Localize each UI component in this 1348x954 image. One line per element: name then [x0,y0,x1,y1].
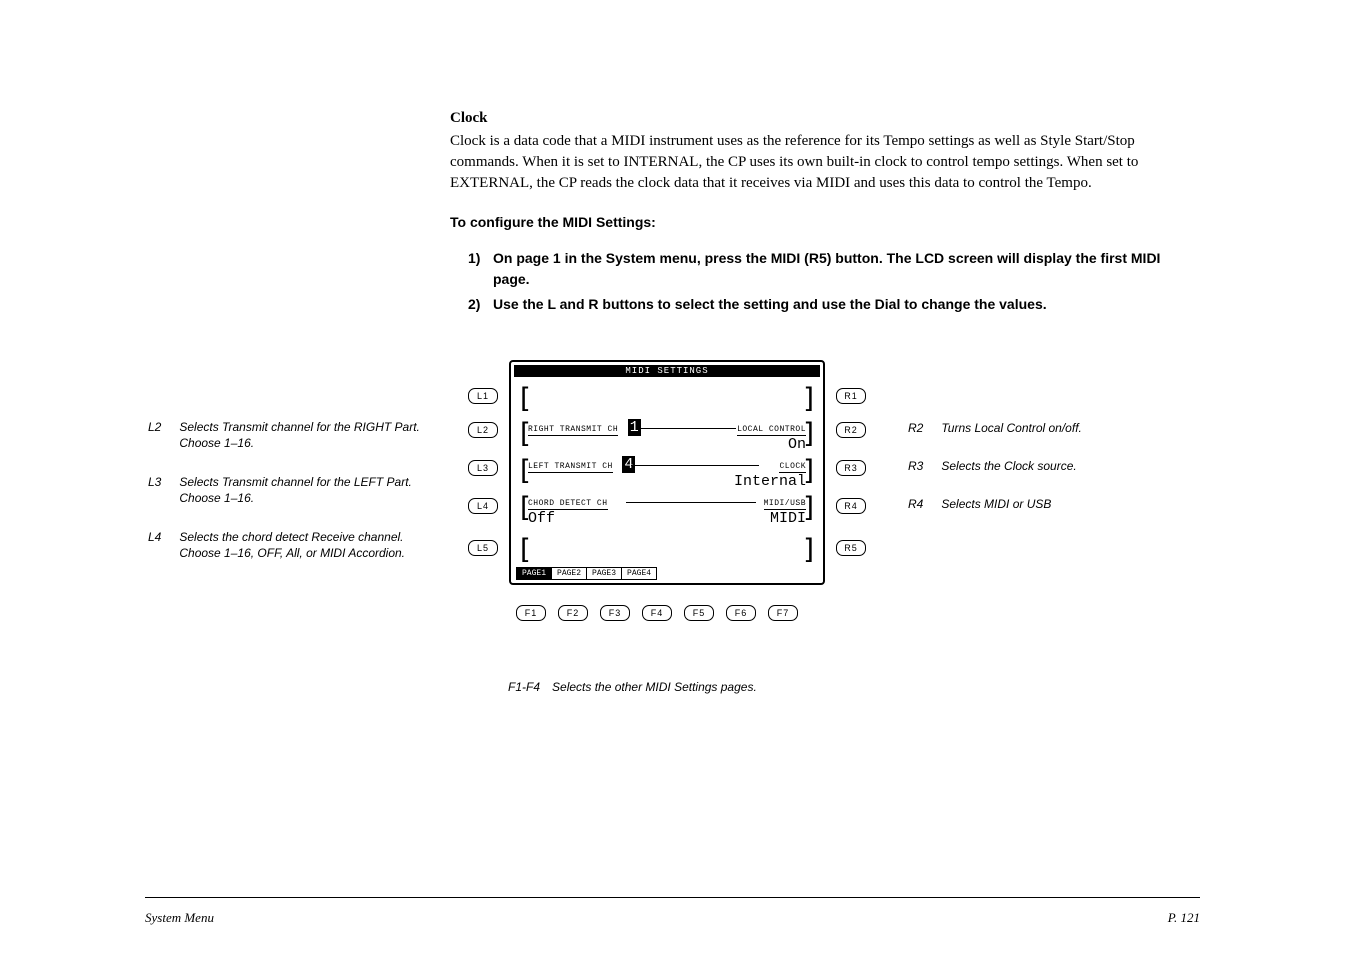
desc-text: Selects the chord detect Receive channel… [179,530,448,561]
f6-button[interactable]: F6 [726,605,756,621]
desc-key: L2 [148,420,161,451]
bracket-icon: ] [801,382,818,415]
r3-button[interactable]: R3 [836,460,866,476]
local-control-field: LOCAL CONTROL On [737,418,806,453]
field-label: LOCAL CONTROL [737,425,806,436]
f4-button[interactable]: F4 [642,605,672,621]
procedure-title: To configure the MIDI Settings: [450,214,1190,230]
clock-body: Clock is a data code that a MIDI instrum… [450,131,1190,194]
desc-text: Selects Transmit channel for the RIGHT P… [179,420,448,451]
desc-key: R3 [908,459,923,475]
field-value: MIDI [764,510,806,527]
dash-line [636,428,736,429]
desc-r3: R3 Selects the Clock source. [908,459,1077,475]
bracket-icon: [ [516,382,533,415]
field-value: On [737,436,806,453]
chord-detect-field: CHORD DETECT CH Off [528,492,608,527]
bracket-icon: [ [516,533,533,566]
lcd-row-5: [ ] [516,532,818,566]
bottom-caption: F1-F4 Selects the other MIDI Settings pa… [508,680,757,694]
field-value: Internal [734,473,806,490]
lcd-row-2: [ RIGHT TRANSMIT CH 1 LOCAL CONTROL On ] [516,416,818,450]
desc-text: Selects the Clock source. [941,459,1076,475]
field-label: MIDI/USB [764,499,806,510]
page-footer: System Menu P. 121 [145,897,1200,926]
field-value: Off [528,510,608,527]
desc-key: R2 [908,421,923,437]
desc-text: Turns Local Control on/off. [941,421,1082,437]
desc-key: R4 [908,497,923,513]
bracket-icon: ] [801,491,818,524]
tab-page4[interactable]: PAGE4 [621,567,657,580]
desc-l3: L3 Selects Transmit channel for the LEFT… [148,475,448,506]
lcd-row-4: [ CHORD DETECT CH Off MIDI/USB MIDI ] [516,490,818,524]
clock-field: CLOCK Internal [734,455,806,490]
procedure-step: 1) On page 1 in the System menu, press t… [468,248,1190,290]
step-num: 2) [468,294,493,315]
field-label: LEFT TRANSMIT CH [528,462,613,473]
step-text: On page 1 in the System menu, press the … [493,248,1190,290]
desc-key: L4 [148,530,161,561]
caption-text: Selects the other MIDI Settings pages. [552,680,757,694]
l3-button[interactable]: L3 [468,460,498,476]
right-transmit-field: RIGHT TRANSMIT CH 1 [528,418,641,436]
f2-button[interactable]: F2 [558,605,588,621]
lcd-diagram: L2 Selects Transmit channel for the RIGH… [148,360,1208,680]
midi-usb-field: MIDI/USB MIDI [764,492,806,527]
lcd-row-3: [ LEFT TRANSMIT CH 4 CLOCK Internal ] [516,453,818,487]
f-button-group: F1 F2 F3 F4 F5 F6 F7 [516,605,798,621]
left-transmit-field: LEFT TRANSMIT CH 4 [528,455,635,473]
r5-button[interactable]: R5 [836,540,866,556]
bracket-icon: ] [801,454,818,487]
r2-button[interactable]: R2 [836,422,866,438]
lcd-title: MIDI SETTINGS [514,365,820,377]
lcd-screen: MIDI SETTINGS [ ] [ RIGHT TRANSMIT CH 1 … [509,360,825,585]
f7-button[interactable]: F7 [768,605,798,621]
desc-key: L3 [148,475,161,506]
f3-button[interactable]: F3 [600,605,630,621]
f5-button[interactable]: F5 [684,605,714,621]
lcd-row-1: [ ] [516,381,818,415]
l4-button[interactable]: L4 [468,498,498,514]
r1-button[interactable]: R1 [836,388,866,404]
l2-button[interactable]: L2 [468,422,498,438]
desc-r2: R2 Turns Local Control on/off. [908,421,1082,437]
tab-page2[interactable]: PAGE2 [551,567,587,580]
footer-left: System Menu [145,910,214,926]
tab-page1[interactable]: PAGE1 [516,567,552,580]
dash-line [626,502,756,503]
lcd-tabs: PAGE1 PAGE2 PAGE3 PAGE4 [516,567,656,580]
f1-button[interactable]: F1 [516,605,546,621]
field-label: CHORD DETECT CH [528,499,608,510]
bracket-icon: ] [801,417,818,450]
field-label: RIGHT TRANSMIT CH [528,425,618,436]
desc-text: Selects Transmit channel for the LEFT Pa… [179,475,448,506]
desc-r4: R4 Selects MIDI or USB [908,497,1051,513]
procedure-step: 2) Use the L and R buttons to select the… [468,294,1190,315]
step-num: 1) [468,248,493,290]
clock-title: Clock [450,110,1190,127]
step-text: Use the L and R buttons to select the se… [493,294,1190,315]
l1-button[interactable]: L1 [468,388,498,404]
l5-button[interactable]: L5 [468,540,498,556]
bracket-icon: ] [801,533,818,566]
desc-text: Selects MIDI or USB [941,497,1051,513]
caption-key: F1-F4 [508,680,540,694]
footer-right: P. 121 [1168,910,1200,926]
r4-button[interactable]: R4 [836,498,866,514]
desc-l4: L4 Selects the chord detect Receive chan… [148,530,448,561]
procedure-list: 1) On page 1 in the System menu, press t… [468,248,1190,315]
tab-page3[interactable]: PAGE3 [586,567,622,580]
desc-l2: L2 Selects Transmit channel for the RIGH… [148,420,448,451]
